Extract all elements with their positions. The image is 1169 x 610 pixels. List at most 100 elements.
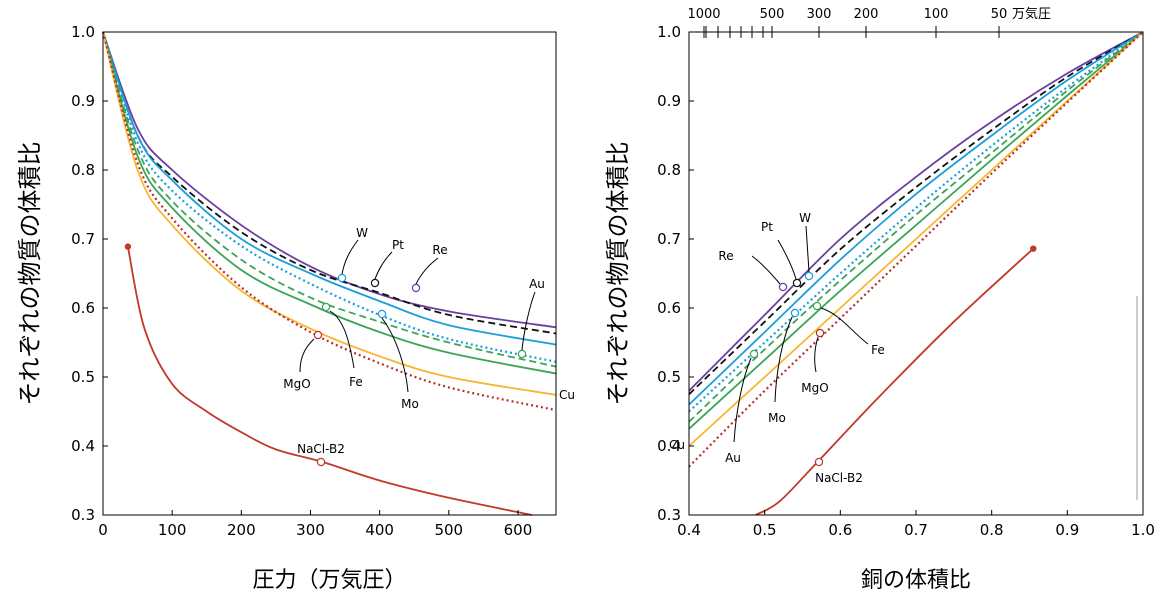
marker-fe xyxy=(812,301,822,311)
plot-frame xyxy=(102,31,557,516)
marker-w xyxy=(337,273,347,283)
y-tick-label: 0.7 xyxy=(71,230,95,248)
marker-nacl xyxy=(814,457,824,467)
leader-au xyxy=(733,357,752,443)
y-tick-label: 0.4 xyxy=(71,437,95,455)
leader-mo xyxy=(381,317,409,393)
y-tick-label: 0.6 xyxy=(657,299,681,317)
x-tick-label: 0.9 xyxy=(1055,521,1079,539)
x-tick-label: 0.4 xyxy=(677,521,701,539)
series-line-nacl-b2 xyxy=(755,248,1034,516)
annotation-nacl-b2: NaCl-B2 xyxy=(297,442,345,456)
x-tick-label: 0.5 xyxy=(753,521,777,539)
annotation-re: Re xyxy=(718,249,733,263)
marker-w xyxy=(804,271,814,281)
x-tick-label: 0 xyxy=(98,521,108,539)
series-line-mgo xyxy=(688,31,1144,468)
leader-pt xyxy=(777,239,797,280)
annotation-mo: Mo xyxy=(768,411,786,425)
x-tick-label: 0.8 xyxy=(980,521,1004,539)
y-tick-label: 0.6 xyxy=(71,299,95,317)
marker-pt xyxy=(792,278,802,288)
marker-au xyxy=(749,349,759,359)
marker-mo xyxy=(377,309,387,319)
annotation-w: W xyxy=(356,226,368,240)
y-tick-label: 0.8 xyxy=(657,161,681,179)
annotation-cu: Cu xyxy=(669,438,685,452)
annotation-nacl-b2: NaCl-B2 xyxy=(815,471,863,485)
y-tick-label: 0.3 xyxy=(71,506,95,524)
y-tick-label: 0.8 xyxy=(71,161,95,179)
series-line-re xyxy=(102,31,557,346)
annotation-pt: Pt xyxy=(761,220,773,234)
annotation-cu: Cu xyxy=(559,388,575,402)
annotation-mgo: MgO xyxy=(283,377,310,391)
series-line-mgo xyxy=(101,31,557,412)
x-tick-label: 200 xyxy=(227,521,256,539)
marker-fe xyxy=(321,302,331,312)
left-chart: 0 100 200 300 400 500 600 0.3 0.4 0.5 0.6 0.7 0.8 0.9… xyxy=(16,23,575,593)
top-tick-label: 300 xyxy=(807,7,832,22)
series-line-fe xyxy=(102,31,557,375)
series-line-pt xyxy=(102,31,557,335)
y-axis-label: それぞれの物質の体積比 xyxy=(16,142,44,406)
marker-re xyxy=(778,282,788,292)
series-line-re xyxy=(688,31,1144,406)
leader-au xyxy=(521,291,536,351)
series-line-w xyxy=(102,31,557,329)
y-tick-label: 0.9 xyxy=(657,92,681,110)
x-tick-label: 0.7 xyxy=(904,521,928,539)
y-tick-label: 0.5 xyxy=(71,368,95,386)
series-line-cu xyxy=(102,31,557,396)
series-line-w xyxy=(688,31,1144,392)
y-tick-label: 0.4 xyxy=(657,437,681,455)
annotation-w: W xyxy=(799,211,811,225)
series-line-mo xyxy=(101,31,557,363)
marker-nacl xyxy=(316,457,326,467)
top-tick-label: 100 xyxy=(924,7,949,22)
series-line-au xyxy=(102,31,557,368)
y-tick-label: 0.5 xyxy=(657,368,681,386)
leader-re xyxy=(751,255,781,285)
series-line-mo xyxy=(688,31,1144,413)
leader-fe xyxy=(329,310,355,369)
series-line-fe xyxy=(688,31,1144,430)
marker-re xyxy=(411,283,421,293)
marker-mgo xyxy=(815,328,825,338)
y-tick-label: 0.3 xyxy=(657,506,681,524)
x-tick-label: 300 xyxy=(296,521,325,539)
annotation-au: Au xyxy=(725,451,741,465)
leader-mo xyxy=(774,316,793,403)
leader-w xyxy=(341,239,359,275)
series-line-au xyxy=(688,31,1144,423)
x-tick-label: 500 xyxy=(434,521,463,539)
series-line-pt xyxy=(688,31,1144,395)
x-tick-label: 600 xyxy=(504,521,533,539)
plot-frame xyxy=(688,31,1144,516)
top-tick-label: 50 xyxy=(991,7,1008,22)
nacl-endpoint-dot xyxy=(1030,245,1037,252)
annotation-fe: Fe xyxy=(349,375,363,389)
x-tick-label: 100 xyxy=(158,521,187,539)
marker-mo xyxy=(790,308,800,318)
leader-mgo xyxy=(299,338,315,373)
top-tick-label: 1000 xyxy=(687,7,720,22)
leader-pt xyxy=(374,251,393,280)
leader-mgo xyxy=(814,336,819,373)
annotation-au: Au xyxy=(529,277,545,291)
nacl-endpoint-dot xyxy=(124,243,132,250)
marker-pt xyxy=(370,278,380,288)
y-tick-label: 0.7 xyxy=(657,230,681,248)
leader-re xyxy=(415,257,439,285)
leader-w xyxy=(805,225,810,273)
annotation-mgo: MgO xyxy=(801,381,828,395)
annotation-mo: Mo xyxy=(401,397,419,411)
x-axis-label: 圧力（万気圧） xyxy=(252,568,406,593)
top-axis-label: 万気圧 xyxy=(1012,6,1051,22)
top-tick-label: 200 xyxy=(854,7,879,22)
marker-au xyxy=(517,349,527,359)
y-tick-label: 1.0 xyxy=(71,23,95,41)
marker-mgo xyxy=(313,330,323,340)
leader-fe xyxy=(820,307,869,345)
